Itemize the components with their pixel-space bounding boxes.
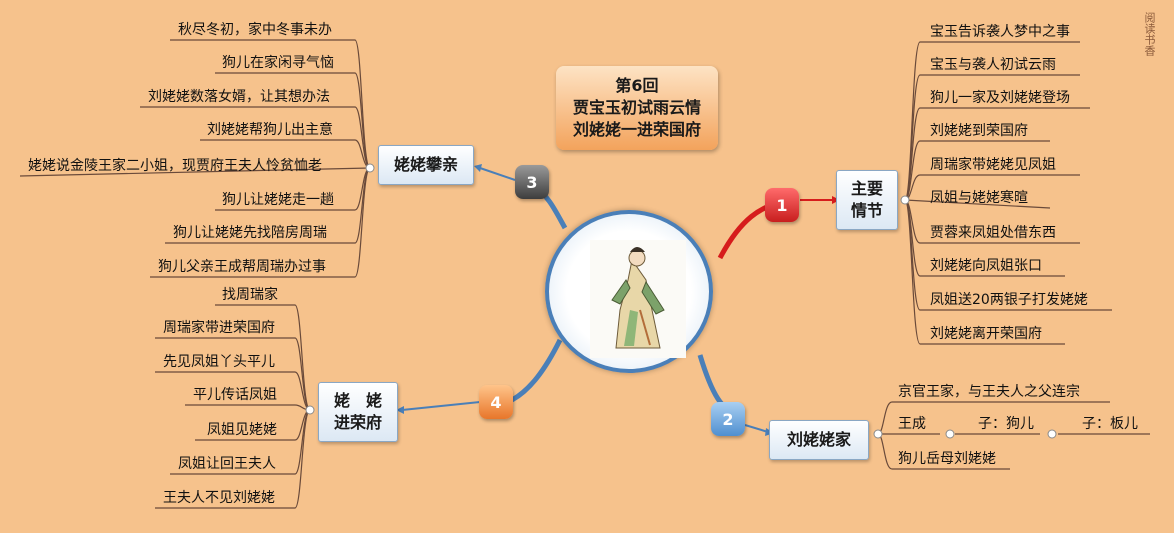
kinship-item[interactable]: 刘姥姥数落女婿，让其想办法	[148, 89, 330, 105]
enters-rongfu-item[interactable]: 周瑞家带进荣国府	[163, 320, 275, 336]
main-plot-item[interactable]: 凤姐与姥姥寒暄	[930, 190, 1028, 206]
branch-3-badge: 3	[515, 165, 549, 199]
kinship-item[interactable]: 秋尽冬初，家中冬事未办	[178, 22, 332, 38]
liu-family-item[interactable]: 狗儿岳母刘姥姥	[898, 451, 996, 467]
main-plot-item[interactable]: 宝玉与袭人初试云雨	[930, 57, 1056, 73]
main-plot-item[interactable]: 狗儿一家及刘姥姥登场	[930, 90, 1070, 106]
figure-illustration	[611, 247, 665, 349]
kinship-item[interactable]: 狗儿让姥姥先找陪房周瑞	[173, 225, 327, 241]
main-plot-item[interactable]: 宝玉告诉袭人梦中之事	[930, 24, 1070, 40]
topic-main-plot[interactable]: 主要 情节	[836, 170, 898, 230]
branch-1-badge: 1	[765, 188, 799, 222]
chapter-title-line-2: 刘姥姥一进荣国府	[572, 120, 701, 139]
main-plot-item[interactable]: 刘姥姥离开荣国府	[930, 326, 1042, 342]
chapter-number: 第6回	[615, 76, 659, 95]
main-plot-item[interactable]: 刘姥姥向凤姐张口	[930, 258, 1042, 274]
kinship-item[interactable]: 姥姥说金陵王家二小姐，现贾府王夫人怜贫恤老	[28, 158, 322, 174]
main-plot-item[interactable]: 凤姐送20两银子打发姥姥	[930, 292, 1088, 308]
liu-family-item[interactable]: 子：板儿	[1082, 416, 1138, 432]
liu-family-item[interactable]: 京官王家，与王夫人之父连宗	[898, 384, 1080, 400]
watermark: 阅读书香	[1143, 12, 1156, 56]
main-plot-item[interactable]: 刘姥姥到荣国府	[930, 123, 1028, 139]
main-plot-item[interactable]: 周瑞家带姥姥见凤姐	[930, 157, 1056, 173]
kinship-item[interactable]: 狗儿让姥姥走一趟	[222, 192, 334, 208]
enters-rongfu-item[interactable]: 平儿传话凤姐	[193, 387, 277, 403]
topic-granny-kinship[interactable]: 姥姥攀亲	[378, 145, 474, 185]
enters-rongfu-item[interactable]: 凤姐让回王夫人	[178, 456, 276, 472]
branch-4-badge: 4	[479, 385, 513, 419]
enters-rongfu-item[interactable]: 凤姐见姥姥	[207, 422, 277, 438]
main-plot-item[interactable]: 贾蓉来凤姐处借东西	[930, 225, 1056, 241]
enters-rongfu-item[interactable]: 先见凤姐丫头平儿	[163, 354, 275, 370]
kinship-item[interactable]: 狗儿在家闲寻气恼	[222, 55, 334, 71]
liu-family-item[interactable]: 王成	[898, 416, 926, 432]
enters-rongfu-item[interactable]: 王夫人不见刘姥姥	[163, 490, 275, 506]
enters-rongfu-item[interactable]: 找周瑞家	[222, 287, 278, 303]
chapter-title-line-1: 贾宝玉初试雨云情	[572, 98, 701, 117]
kinship-item[interactable]: 狗儿父亲王成帮周瑞办过事	[158, 259, 326, 275]
character-portrait	[590, 240, 686, 358]
topic-granny-enters-rongfu[interactable]: 姥 姥 进荣府	[318, 382, 398, 442]
branch-2-badge: 2	[711, 402, 745, 436]
kinship-item[interactable]: 刘姥姥帮狗儿出主意	[207, 122, 333, 138]
liu-family-item[interactable]: 子：狗儿	[978, 416, 1034, 432]
chapter-title-box: 第6回 贾宝玉初试雨云情 刘姥姥一进荣国府	[556, 66, 718, 150]
topic-liu-family[interactable]: 刘姥姥家	[769, 420, 869, 460]
